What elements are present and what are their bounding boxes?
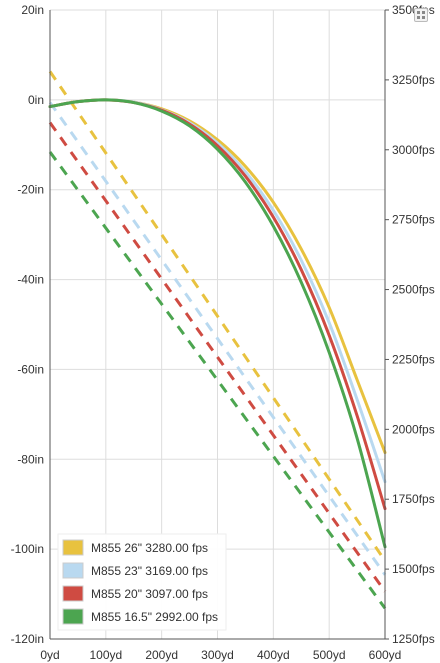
legend: M855 26" 3280.00 fps M855 23" 3169.00 fps… xyxy=(57,533,227,631)
legend-box xyxy=(57,533,227,631)
y2-tick-label: 2750fps xyxy=(392,213,435,227)
y-tick-label: 20in xyxy=(21,3,44,17)
legend-swatch xyxy=(62,585,84,602)
y-tick-label: -60in xyxy=(17,362,44,376)
x-tick-label: 500yd xyxy=(313,648,346,662)
drop-curve xyxy=(48,98,387,549)
x-tick-label: 600yd xyxy=(369,648,402,662)
y2-tick-label: 1750fps xyxy=(392,492,435,506)
axes: 0yd 100yd 200yd 300yd 400yd 500yd 600yd 20in 0in… xyxy=(11,3,435,662)
velocity-line xyxy=(48,101,387,576)
velocity-line xyxy=(48,121,387,593)
y-tick-label: -40in xyxy=(17,273,44,287)
legend-label: M855 20" 3097.00 fps xyxy=(91,587,208,601)
y-tick-label: 0in xyxy=(28,93,44,107)
y2-tick-label: 2000fps xyxy=(392,422,435,436)
x-tick-label: 200yd xyxy=(145,648,178,662)
legend-label: M855 23" 3169.00 fps xyxy=(91,564,208,578)
legend-swatch xyxy=(62,562,84,579)
y-tick-label: -80in xyxy=(17,452,44,466)
y2-tick-label: 3000fps xyxy=(392,143,435,157)
expand-icon[interactable] xyxy=(414,8,428,22)
x-tick-label: 0yd xyxy=(40,648,59,662)
x-tick-label: 100yd xyxy=(89,648,122,662)
legend-swatch xyxy=(62,608,84,625)
y2-tick-label: 1250fps xyxy=(392,632,435,646)
legend-label: M855 16.5" 2992.00 fps xyxy=(91,610,218,624)
y-tick-label: -20in xyxy=(17,183,44,197)
x-tick-label: 300yd xyxy=(201,648,234,662)
y2-tick-label: 3250fps xyxy=(392,73,435,87)
y2-tick-label: 2250fps xyxy=(392,352,435,366)
legend-label: M855 26" 3280.00 fps xyxy=(91,541,208,555)
velocity-line xyxy=(48,70,387,562)
y-tick-label: -120in xyxy=(11,632,44,646)
y2-tick-label: 1500fps xyxy=(392,562,435,576)
plot-frame xyxy=(49,10,386,640)
series-lines xyxy=(48,70,387,610)
x-tick-label: 400yd xyxy=(257,648,290,662)
y-tick-label: -100in xyxy=(11,542,44,556)
legend-swatch xyxy=(62,539,84,556)
velocity-line xyxy=(48,151,387,610)
y2-tick-label: 2500fps xyxy=(392,283,435,297)
